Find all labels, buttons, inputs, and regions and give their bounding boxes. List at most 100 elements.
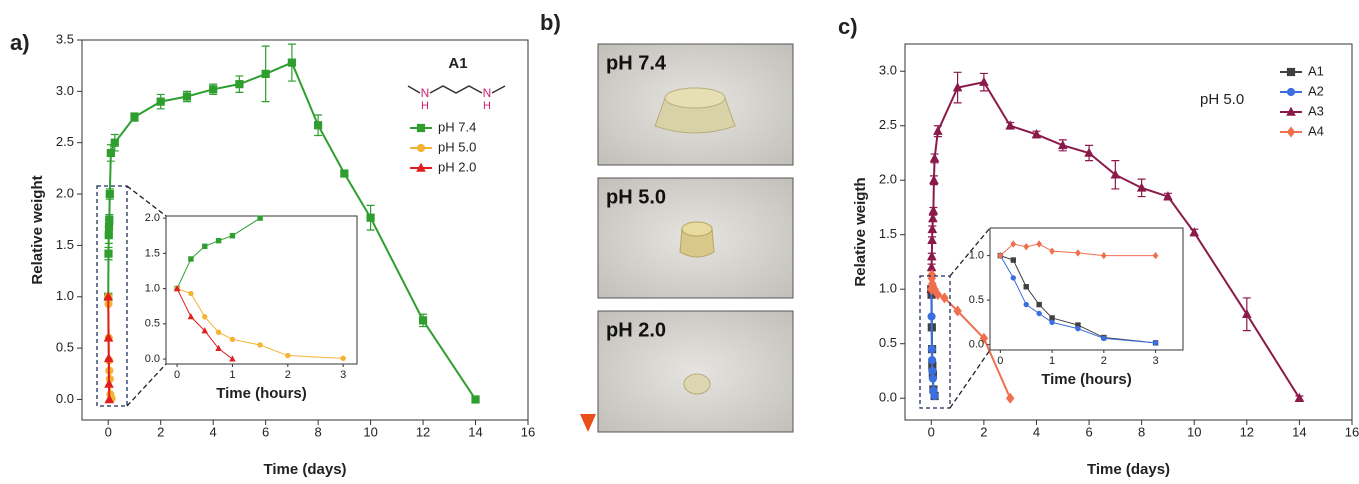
panel-label: c) — [838, 14, 858, 39]
marker — [288, 59, 295, 66]
y-tick-label: 0.0 — [56, 391, 74, 406]
atom: N — [483, 86, 492, 100]
figure: a) b) c) pH 7.4 pH 5.0 pH 2.0 0246810121… — [0, 0, 1359, 484]
y-tick-label: 0.0 — [145, 353, 160, 365]
x-tick-label: 8 — [315, 424, 322, 439]
legend-marker — [1287, 88, 1294, 95]
x-tick-label: 1 — [1049, 355, 1055, 367]
x-axis-title: Time (hours) — [1041, 371, 1132, 388]
x-tick-label: 0 — [997, 355, 1003, 367]
x-tick-label: 3 — [1153, 355, 1159, 367]
marker — [1076, 326, 1080, 330]
marker — [1024, 302, 1028, 306]
x-tick-label: 2 — [1101, 355, 1107, 367]
x-tick-label: 16 — [1345, 424, 1359, 439]
marker — [105, 223, 112, 230]
y-tick-label: 2.5 — [879, 117, 897, 132]
marker — [111, 139, 118, 146]
y-tick-label: 2.0 — [879, 172, 897, 187]
x-tick-label: 14 — [1292, 424, 1306, 439]
x-tick-label: 10 — [363, 424, 377, 439]
x-tick-label: 12 — [416, 424, 430, 439]
marker — [216, 238, 220, 242]
panel-label: b) — [540, 10, 561, 35]
marker — [1011, 276, 1015, 280]
gel — [684, 374, 710, 394]
photo-label: pH 2.0 — [606, 319, 666, 341]
x-tick-label: 0 — [174, 369, 180, 381]
y-tick-label: 0.0 — [879, 390, 897, 405]
marker — [341, 170, 348, 177]
marker — [189, 257, 193, 261]
marker — [105, 250, 112, 257]
y-tick-label: 1.0 — [145, 282, 160, 294]
photo: pH 5.0 — [598, 178, 793, 298]
marker — [928, 356, 935, 363]
plot-frame — [166, 216, 357, 364]
x-tick-label: 2 — [980, 424, 987, 439]
marker — [107, 149, 114, 156]
marker — [286, 353, 290, 357]
legend-label: A1 — [1308, 63, 1324, 78]
x-tick-label: 16 — [521, 424, 535, 439]
y-tick-label: 1.5 — [145, 247, 160, 259]
y-tick-label: 1.5 — [879, 226, 897, 241]
marker — [131, 113, 138, 120]
y-tick-label: 0.5 — [879, 335, 897, 350]
y-tick-label: 2.5 — [56, 134, 74, 149]
x-tick-label: 12 — [1240, 424, 1254, 439]
x-tick-label: 8 — [1138, 424, 1145, 439]
legend-label: A3 — [1308, 103, 1324, 118]
marker — [236, 81, 243, 88]
legend-label: pH 7.4 — [438, 119, 476, 134]
marker — [1153, 341, 1157, 345]
marker — [258, 343, 262, 347]
marker — [258, 216, 262, 220]
legend-label: pH 5.0 — [438, 139, 476, 154]
x-tick-label: 0 — [105, 424, 112, 439]
legend-label: A2 — [1308, 83, 1324, 98]
y-tick-label: 0.5 — [56, 340, 74, 355]
marker — [210, 86, 217, 93]
atom: H — [421, 100, 429, 112]
marker — [1102, 336, 1106, 340]
photo-label: pH 7.4 — [606, 52, 667, 74]
legend-label: pH 2.0 — [438, 159, 476, 174]
y-axis-title: Relative weigth — [852, 177, 869, 286]
y-tick-label: 0.5 — [145, 318, 160, 330]
marker — [106, 216, 113, 223]
y-tick-label: 1.5 — [56, 237, 74, 252]
marker — [230, 337, 234, 341]
gel-top — [682, 222, 712, 236]
marker — [1050, 320, 1054, 324]
panel-label: a) — [10, 30, 30, 55]
y-tick-label: 1.0 — [969, 250, 984, 262]
x-tick-label: 2 — [157, 424, 164, 439]
marker — [315, 122, 322, 129]
x-tick-label: 0 — [928, 424, 935, 439]
marker — [367, 214, 374, 221]
marker — [1037, 302, 1041, 306]
photo-label: pH 5.0 — [606, 186, 666, 208]
photo: pH 2.0 — [598, 311, 793, 432]
marker — [341, 356, 345, 360]
x-tick-label: 14 — [468, 424, 482, 439]
marker — [1011, 258, 1015, 262]
y-tick-label: 0.5 — [969, 294, 984, 306]
marker — [183, 93, 190, 100]
marker — [230, 234, 234, 238]
y-tick-label: 3.0 — [56, 83, 74, 98]
annotation: pH 5.0 — [1200, 91, 1244, 108]
x-tick-label: 4 — [1033, 424, 1040, 439]
marker — [106, 190, 113, 197]
marker — [216, 330, 220, 334]
y-axis-title: Relative weight — [29, 175, 46, 284]
x-tick-label: 4 — [210, 424, 217, 439]
x-axis-title: Time (days) — [263, 461, 346, 478]
gel-top — [665, 88, 725, 108]
x-tick-label: 1 — [229, 369, 235, 381]
ph-arrow-head — [580, 414, 596, 432]
x-tick-label: 6 — [262, 424, 269, 439]
atom: N — [421, 86, 430, 100]
y-tick-label: 1.0 — [879, 281, 897, 296]
